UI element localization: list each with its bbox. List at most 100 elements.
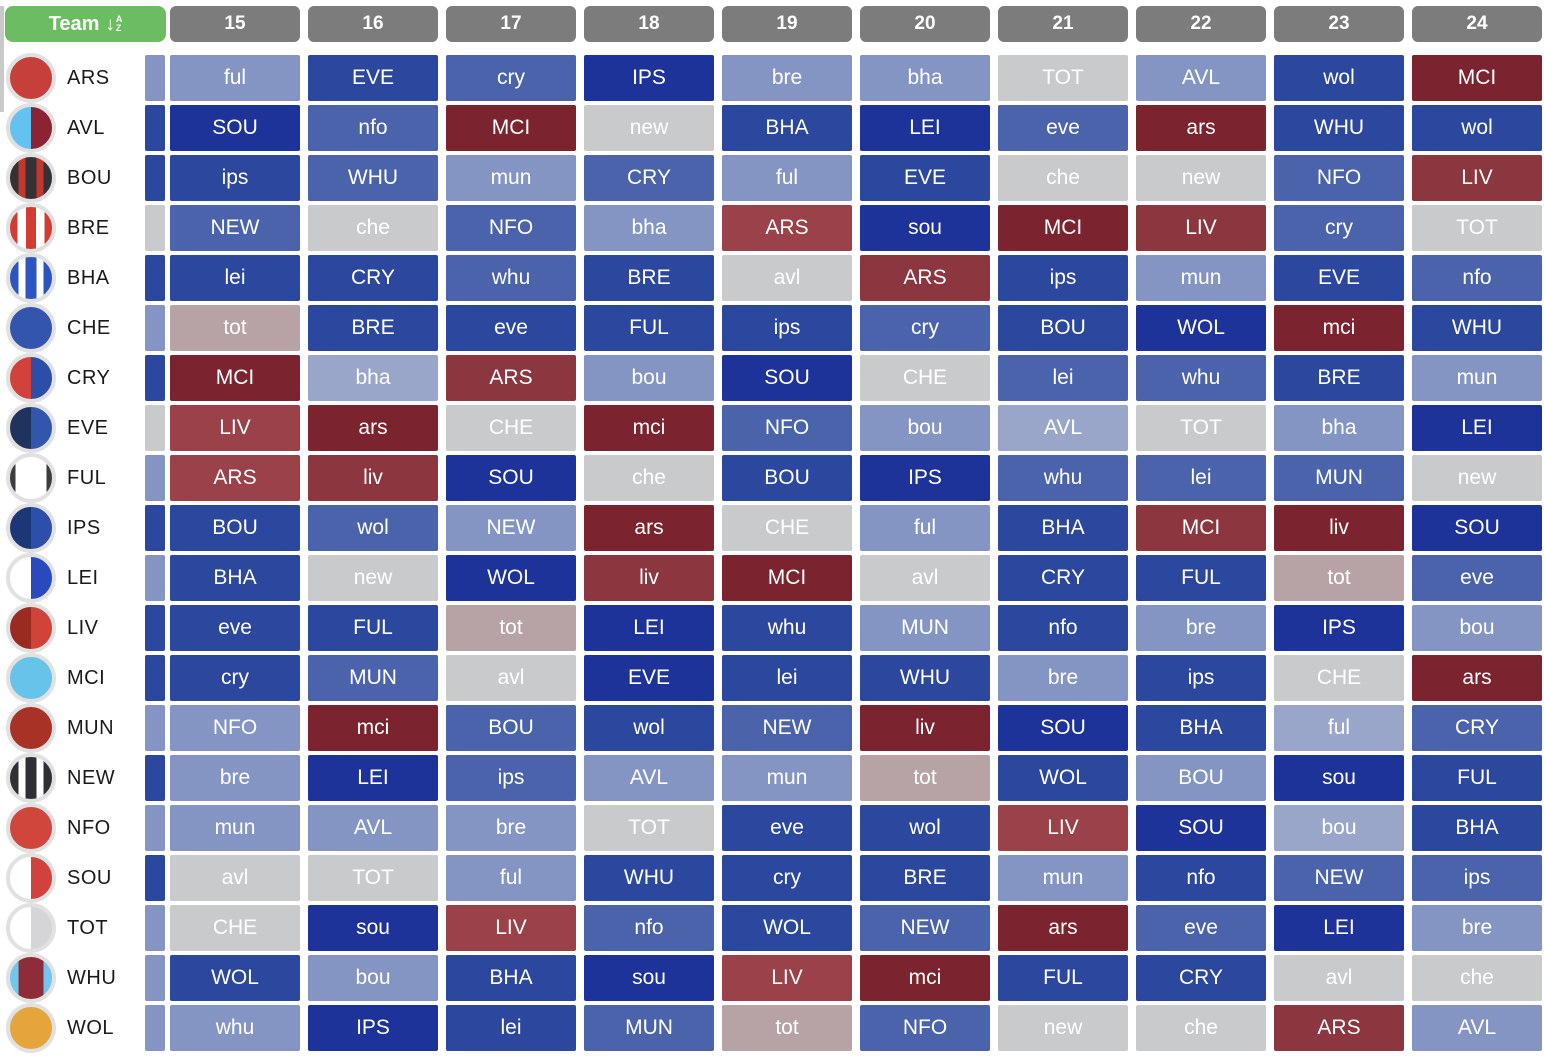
fixture-cell-new-gw17: ips	[446, 755, 576, 801]
team-sidebar-bha: BHA	[0, 253, 145, 303]
fixture-cell-nfo-gw19: eve	[722, 805, 852, 851]
fixture-cell-tot-gw22: eve	[1136, 905, 1266, 951]
prev-gameweek-partial-cell	[145, 55, 165, 101]
team-row-nfo: NFO mun AVL bre TOT eve wol LIV SOU bou BHA	[0, 803, 1544, 853]
gameweek-header-18[interactable]: 18	[584, 6, 714, 42]
team-row-bre: BRE NEW che NFO bha ARS sou MCI LIV cry TOT	[0, 203, 1544, 253]
fixture-cell-lei-gw21: CRY	[998, 555, 1128, 601]
gameweek-header-24[interactable]: 24	[1412, 6, 1542, 42]
fixture-cell-che-gw21: BOU	[998, 305, 1128, 351]
fixture-cell-whu-gw23: avl	[1274, 955, 1404, 1001]
fixture-cell-ips-gw19: CHE	[722, 505, 852, 551]
fixture-cell-bre-gw24: TOT	[1412, 205, 1542, 251]
fixture-cell-mun-gw17: BOU	[446, 705, 576, 751]
fixture-cell-bre-gw16: che	[308, 205, 438, 251]
fixture-cell-avl-gw19: BHA	[722, 105, 852, 151]
fixture-cell-wol-gw16: IPS	[308, 1005, 438, 1051]
fixture-cell-liv-gw23: IPS	[1274, 605, 1404, 651]
fixture-cell-mci-gw17: avl	[446, 655, 576, 701]
fixture-cell-mci-gw18: EVE	[584, 655, 714, 701]
fixture-cell-bha-gw22: mun	[1136, 255, 1266, 301]
fixture-cell-tot-gw19: WOL	[722, 905, 852, 951]
fixture-cell-ful-gw18: che	[584, 455, 714, 501]
gameweek-header-17[interactable]: 17	[446, 6, 576, 42]
team-badge-icon	[6, 53, 56, 103]
fixture-cell-ars-gw21: TOT	[998, 55, 1128, 101]
fixture-cell-sou-gw17: ful	[446, 855, 576, 901]
prev-gameweek-partial-cell	[145, 205, 165, 251]
prev-gameweek-partial-cell	[145, 105, 165, 151]
gameweek-header-16[interactable]: 16	[308, 6, 438, 42]
gameweek-header-15[interactable]: 15	[170, 6, 300, 42]
team-row-wol: WOL whu IPS lei MUN tot NFO new che ARS AVL	[0, 1003, 1544, 1053]
prev-gameweek-partial-cell	[145, 655, 165, 701]
gameweek-header-21[interactable]: 21	[998, 6, 1128, 42]
team-row-lei: LEI BHA new WOL liv MCI avl CRY FUL tot eve	[0, 553, 1544, 603]
team-code-label: MUN	[67, 716, 115, 739]
team-sidebar-liv: LIV	[0, 603, 145, 653]
prev-gameweek-partial-cell	[145, 155, 165, 201]
fixture-cell-ips-gw21: BHA	[998, 505, 1128, 551]
fixture-cell-sou-gw23: NEW	[1274, 855, 1404, 901]
fixture-cell-wol-gw19: tot	[722, 1005, 852, 1051]
fixture-cell-ful-gw16: liv	[308, 455, 438, 501]
fixture-cell-bre-gw19: ARS	[722, 205, 852, 251]
fixture-cell-cry-gw20: CHE	[860, 355, 990, 401]
fixture-cell-avl-gw16: nfo	[308, 105, 438, 151]
prev-gameweek-partial-cell	[145, 405, 165, 451]
fixture-cell-mci-gw22: ips	[1136, 655, 1266, 701]
fixture-cell-bre-gw22: LIV	[1136, 205, 1266, 251]
team-badge-icon	[6, 1003, 56, 1053]
fixture-cell-liv-gw20: MUN	[860, 605, 990, 651]
prev-gameweek-partial-cell	[145, 455, 165, 501]
fixture-cell-eve-gw19: NFO	[722, 405, 852, 451]
fixture-cell-bha-gw20: ARS	[860, 255, 990, 301]
team-code-label: FUL	[67, 466, 107, 489]
fixture-cell-ars-gw16: EVE	[308, 55, 438, 101]
fixture-cell-mci-gw23: CHE	[1274, 655, 1404, 701]
gameweek-header-20[interactable]: 20	[860, 6, 990, 42]
fixture-cell-mci-gw21: bre	[998, 655, 1128, 701]
fixture-cell-che-gw22: WOL	[1136, 305, 1266, 351]
team-row-ips: IPS BOU wol NEW ars CHE ful BHA MCI liv SOU	[0, 503, 1544, 553]
team-sidebar-cry: CRY	[0, 353, 145, 403]
fixture-cell-ips-gw17: NEW	[446, 505, 576, 551]
fixture-cell-bha-gw16: CRY	[308, 255, 438, 301]
fixture-cell-ips-gw22: MCI	[1136, 505, 1266, 551]
fixture-cell-whu-gw24: che	[1412, 955, 1542, 1001]
prev-gameweek-partial-cell	[145, 955, 165, 1001]
fixture-cell-bou-gw20: EVE	[860, 155, 990, 201]
team-sort-button[interactable]: Team ↓ A Z	[5, 6, 166, 42]
prev-gameweek-partial-cell	[145, 605, 165, 651]
team-badge-icon	[6, 353, 56, 403]
team-row-cry: CRY MCI bha ARS bou SOU CHE lei whu BRE mun	[0, 353, 1544, 403]
fixture-cell-cry-gw15: MCI	[170, 355, 300, 401]
fixture-cell-eve-gw23: bha	[1274, 405, 1404, 451]
fixture-cell-sou-gw18: WHU	[584, 855, 714, 901]
team-row-bha: BHA lei CRY whu BRE avl ARS ips mun EVE nfo	[0, 253, 1544, 303]
fixture-cell-eve-gw17: CHE	[446, 405, 576, 451]
team-sort-label: Team	[48, 12, 100, 35]
fixture-cell-ips-gw16: wol	[308, 505, 438, 551]
fixture-cell-ful-gw15: ARS	[170, 455, 300, 501]
fixture-cell-ars-gw23: wol	[1274, 55, 1404, 101]
prev-gameweek-partial-cell	[145, 805, 165, 851]
team-row-new: NEW bre LEI ips AVL mun tot WOL BOU sou FUL	[0, 753, 1544, 803]
gameweek-header-22[interactable]: 22	[1136, 6, 1266, 42]
fixture-cell-new-gw22: BOU	[1136, 755, 1266, 801]
team-code-label: NFO	[67, 816, 111, 839]
gameweek-header-23[interactable]: 23	[1274, 6, 1404, 42]
fixture-cell-new-gw24: FUL	[1412, 755, 1542, 801]
team-badge-icon	[6, 953, 56, 1003]
team-row-mci: MCI cry MUN avl EVE lei WHU bre ips CHE ars	[0, 653, 1544, 703]
fixture-cell-che-gw15: tot	[170, 305, 300, 351]
fixture-cell-mun-gw20: liv	[860, 705, 990, 751]
fixture-cell-wol-gw23: ARS	[1274, 1005, 1404, 1051]
fixture-cell-whu-gw19: LIV	[722, 955, 852, 1001]
fixture-cell-tot-gw17: LIV	[446, 905, 576, 951]
team-sidebar-mun: MUN	[0, 703, 145, 753]
gameweek-header-19[interactable]: 19	[722, 6, 852, 42]
fixture-cell-ful-gw17: SOU	[446, 455, 576, 501]
fixture-cell-lei-gw20: avl	[860, 555, 990, 601]
fixture-cell-sou-gw22: nfo	[1136, 855, 1266, 901]
